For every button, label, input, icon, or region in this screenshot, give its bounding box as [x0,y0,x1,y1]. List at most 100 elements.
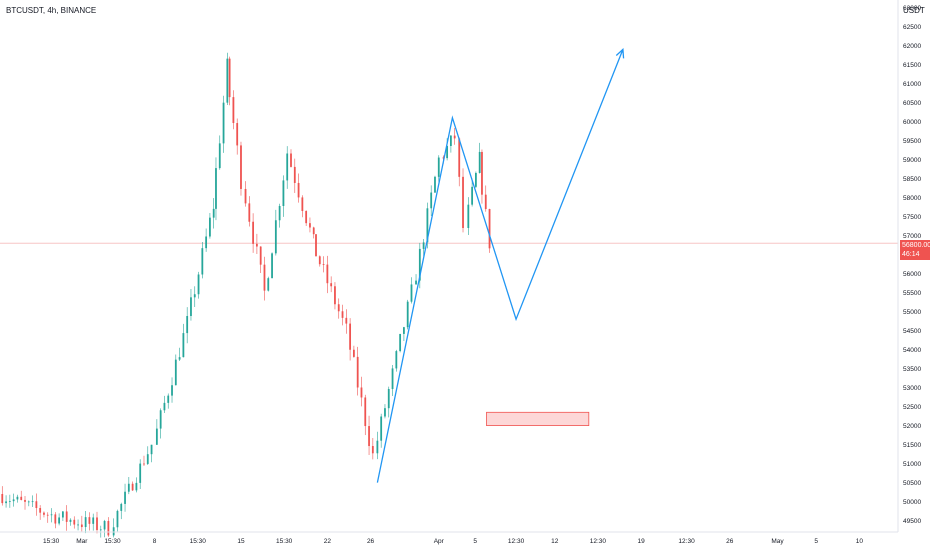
candle-body[interactable] [252,221,255,244]
candle-body[interactable] [322,264,325,266]
candle-body[interactable] [418,248,421,281]
candle-body[interactable] [107,520,110,536]
candle-body[interactable] [282,180,285,206]
drawings-layer[interactable] [376,48,625,483]
candle-body[interactable] [1,494,4,504]
candle-body[interactable] [103,520,106,530]
candle-body[interactable] [135,482,138,491]
candle-body[interactable] [415,280,417,285]
time-axis[interactable]: 15:30 Mar 15:30 8 15:30 15 15:30 22 26 Apr 5 12:30 1… [43,538,863,545]
candle-body[interactable] [371,446,374,454]
candle-body[interactable] [442,157,445,159]
candle-body[interactable] [58,517,61,524]
candle-body[interactable] [182,333,185,358]
candle-body[interactable] [434,176,436,193]
candle-body[interactable] [174,359,177,386]
candle-body[interactable] [403,327,405,334]
candle-body[interactable] [215,168,217,209]
candle-body[interactable] [167,395,170,403]
candle-body[interactable] [159,410,162,429]
candle-body[interactable] [84,517,87,528]
candle-body[interactable] [453,135,456,139]
candle-body[interactable] [120,503,123,511]
candle-body[interactable] [73,519,76,525]
candle-body[interactable] [54,514,57,524]
candle-body[interactable] [312,227,315,235]
candle-body[interactable] [380,416,383,441]
candle-body[interactable] [478,151,481,173]
candle-body[interactable] [5,501,7,504]
candle-body[interactable] [35,501,38,509]
candle-body[interactable] [150,444,153,455]
candle-body[interactable] [43,512,45,515]
candle-body[interactable] [475,172,477,187]
candle-body[interactable] [364,397,367,427]
candle-body[interactable] [315,234,317,257]
candle-body[interactable] [99,529,102,531]
price-axis[interactable]: 49500 50000 50500 51000 51500 52000 52500 53000… [903,5,921,525]
candle-body[interactable] [65,511,68,522]
candle-body[interactable] [20,496,23,500]
candle-body[interactable] [244,188,247,204]
candle-body[interactable] [163,402,166,411]
candle-body[interactable] [384,408,386,417]
candle-body[interactable] [301,197,304,212]
candle-body[interactable] [267,278,270,291]
candle-body[interactable] [352,349,355,357]
candle-body[interactable] [471,186,474,205]
candle-body[interactable] [232,97,235,124]
candle-body[interactable] [356,356,359,388]
candle-body[interactable] [16,496,19,500]
candle-body[interactable] [458,138,461,177]
candle-body[interactable] [305,211,308,224]
candle-body[interactable] [248,203,251,222]
candle-body[interactable] [80,524,83,528]
candle-body[interactable] [391,368,394,390]
candle-body[interactable] [236,123,239,146]
candle-body[interactable] [124,491,126,504]
candle-body[interactable] [437,157,440,177]
candle-body[interactable] [218,143,221,169]
candle-body[interactable] [228,58,231,98]
candle-body[interactable] [212,208,215,218]
candle-body[interactable] [286,153,289,181]
candle-body[interactable] [255,243,258,247]
candle-body[interactable] [449,135,452,146]
candle-body[interactable] [462,176,464,228]
candle-body[interactable] [488,209,491,249]
candle-body[interactable] [263,264,266,291]
candle-body[interactable] [127,483,130,492]
candle-body[interactable] [24,499,26,502]
candle-body[interactable] [50,514,53,516]
candle-body[interactable] [88,517,91,524]
candle-body[interactable] [8,501,11,502]
candle-body[interactable] [395,351,398,369]
candles-layer[interactable] [1,52,491,538]
candle-body[interactable] [222,102,225,144]
candle-body[interactable] [171,385,173,396]
candle-body[interactable] [349,323,352,350]
candle-body[interactable] [116,510,119,528]
candle-body[interactable] [278,205,281,221]
candle-body[interactable] [190,297,192,317]
candle-body[interactable] [92,517,95,524]
candle-body[interactable] [193,294,196,298]
candle-body[interactable] [205,236,208,249]
symbol-title[interactable]: BTCUSDT, 4h, BINANCE [6,6,97,15]
candle-body[interactable] [467,204,470,228]
candle-body[interactable] [186,316,189,334]
candle-body[interactable] [201,248,204,275]
candle-body[interactable] [345,317,348,324]
candle-body[interactable] [426,208,429,243]
candle-body[interactable] [61,511,64,518]
candle-body[interactable] [422,242,425,249]
candle-body[interactable] [12,499,15,502]
candle-body[interactable] [318,256,321,265]
projection-path[interactable] [376,49,624,483]
candle-body[interactable] [290,153,292,167]
candle-body[interactable] [293,166,296,183]
candle-body[interactable] [240,145,242,189]
candle-body[interactable] [139,463,142,483]
candle-body[interactable] [226,58,229,103]
